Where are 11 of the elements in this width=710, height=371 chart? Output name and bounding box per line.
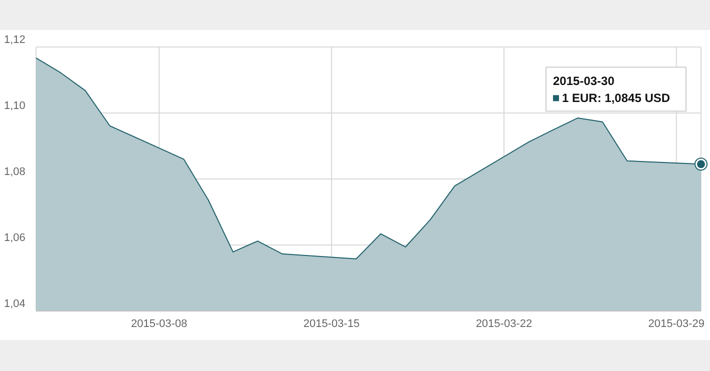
y-tick-label: 1,06 xyxy=(4,232,26,244)
x-tick-label: 2015-03-22 xyxy=(476,318,532,330)
annotation: 1 EUR: 1,0845 USD xyxy=(562,91,670,106)
x-tick-label: 2015-03-29 xyxy=(648,318,705,330)
x-tick-label: 2015-03-08 xyxy=(131,318,188,330)
y-tick-label: 1,04 xyxy=(4,298,26,310)
y-tick-label: 1,12 xyxy=(4,34,26,46)
annotation: 2015-03-30 xyxy=(553,74,615,88)
x-tick-label: 2015-03-15 xyxy=(303,318,360,330)
y-tick-label: 1,08 xyxy=(4,166,26,178)
y-tick-label: 1,10 xyxy=(4,100,26,112)
